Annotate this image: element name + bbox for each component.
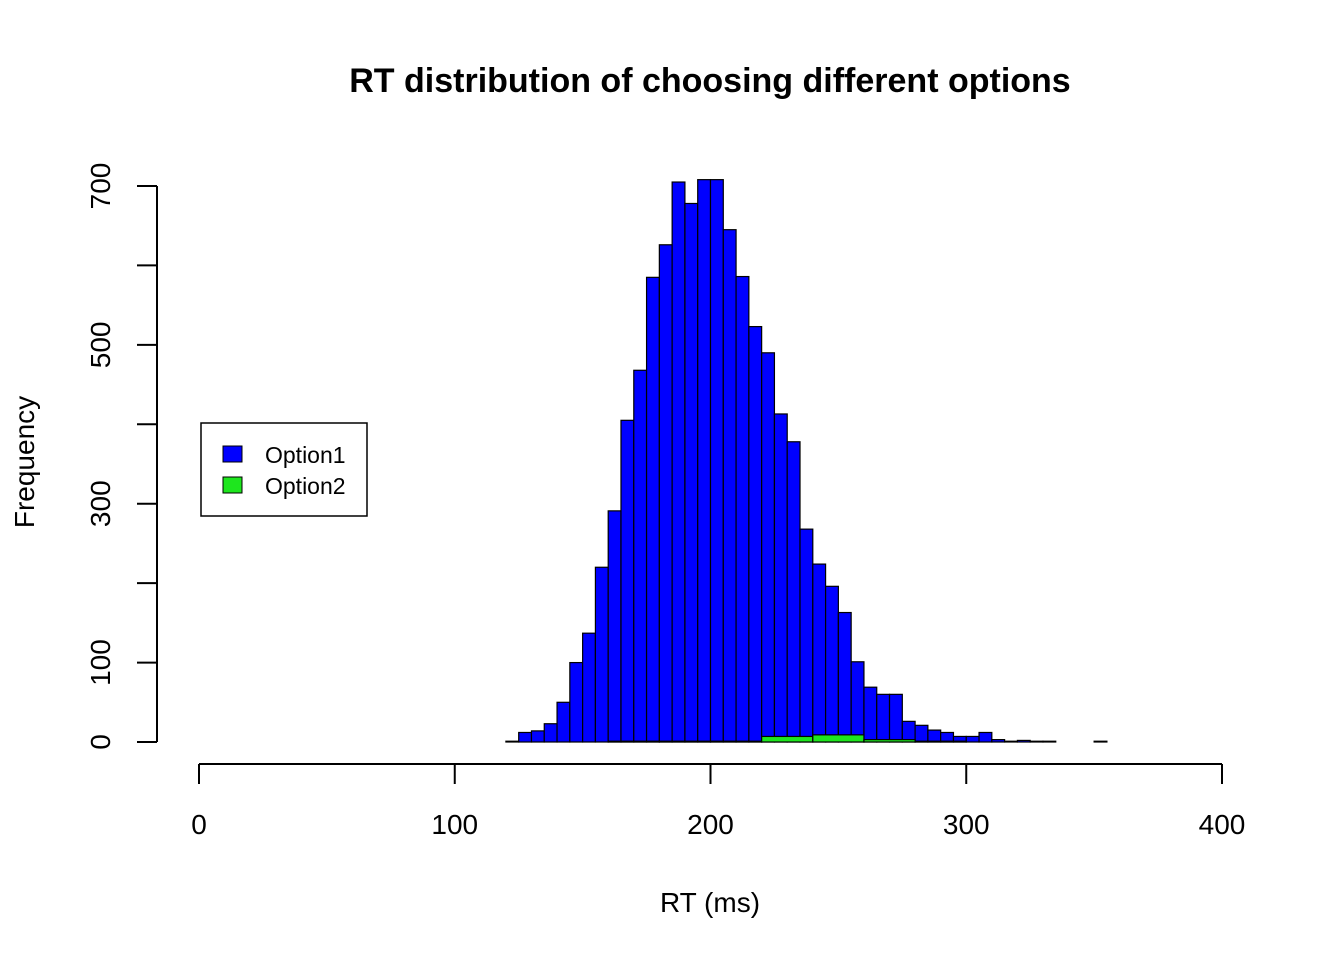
histogram-bars (505, 179, 1108, 743)
bar-option1-230 (786, 441, 801, 743)
bar-option1-320 (1016, 739, 1031, 743)
y-tick-label-500: 500 (85, 321, 116, 368)
bar-option1-260 (863, 686, 878, 743)
bar-option1-180 (658, 244, 673, 743)
x-tick-label-200: 200 (687, 809, 734, 840)
legend: Option1 Option2 (200, 422, 368, 517)
bar-option1-185 (671, 181, 686, 743)
y-tick-label-300: 300 (85, 480, 116, 527)
bar-option1-325 (1029, 740, 1044, 743)
bar-option1-350 (1093, 740, 1108, 743)
bar-option2-180 (658, 740, 712, 743)
bar-option2-220 (761, 735, 814, 743)
bar-option1-330 (1042, 740, 1057, 743)
bar-option1-285 (927, 729, 942, 743)
bar-option1-130 (530, 730, 545, 743)
bar-option1-170 (633, 369, 648, 743)
bar-option1-305 (978, 731, 993, 743)
y-tick-label-100: 100 (85, 639, 116, 686)
bar-option1-200 (709, 179, 724, 743)
bar-option1-165 (620, 419, 635, 743)
x-tick-label-300: 300 (943, 809, 990, 840)
bar-option1-155 (594, 566, 609, 743)
bar-option1-235 (799, 528, 814, 743)
y-tick-label-0: 0 (85, 734, 116, 750)
x-tick-label-400: 400 (1199, 809, 1246, 840)
x-axis-label: RT (ms) (660, 887, 760, 918)
bar-option1-315 (1004, 740, 1018, 743)
legend-swatch-option1 (222, 445, 243, 463)
bar-option1-140 (556, 701, 571, 743)
bar-option1-225 (773, 413, 788, 743)
bar-option2-200 (709, 740, 763, 743)
bar-option2-260 (863, 739, 916, 743)
bar-option1-220 (761, 352, 776, 743)
bar-option1-190 (684, 202, 699, 743)
bar-option1-255 (850, 661, 865, 743)
legend-box (200, 422, 368, 517)
x-tick-label-100: 100 (431, 809, 478, 840)
x-tick-label-0: 0 (191, 809, 207, 840)
bar-option1-240 (812, 563, 827, 743)
bar-option1-215 (748, 325, 763, 743)
bar-option1-150 (582, 632, 597, 743)
legend-swatch-option2 (222, 476, 243, 494)
bar-option1-205 (722, 229, 737, 743)
bar-option1-245 (824, 585, 839, 743)
bar-option1-175 (645, 276, 660, 743)
legend-label-option2: Option2 (265, 473, 346, 499)
bar-option1-250 (837, 611, 852, 743)
bar-option1-160 (607, 510, 622, 743)
y-axis: 0 100 300 500 700 (85, 163, 158, 750)
bar-option1-135 (543, 723, 558, 743)
bar-option2-240 (812, 734, 865, 743)
bar-option2-280 (914, 740, 967, 743)
bar-option1-145 (569, 661, 584, 743)
legend-label-option1: Option1 (265, 442, 346, 468)
chart-title: RT distribution of choosing different op… (349, 62, 1070, 100)
bar-option1-275 (901, 720, 916, 743)
bar-option1-195 (697, 179, 712, 743)
bar-option1-210 (735, 275, 750, 743)
bar-option1-310 (991, 739, 1006, 743)
bar-option2-160 (607, 740, 660, 743)
y-tick-label-700: 700 (85, 163, 116, 210)
bar-option1-265 (876, 693, 891, 743)
bar-option1-125 (518, 731, 533, 743)
y-axis-label: Frequency (9, 396, 40, 528)
x-axis: 0 100 200 300 400 (191, 763, 1246, 840)
bar-option1-300 (965, 735, 980, 743)
bar-option1-280 (914, 724, 929, 743)
bar-option1-120 (505, 740, 520, 743)
bar-option1-290 (940, 731, 955, 743)
bar-option1-270 (888, 693, 903, 743)
